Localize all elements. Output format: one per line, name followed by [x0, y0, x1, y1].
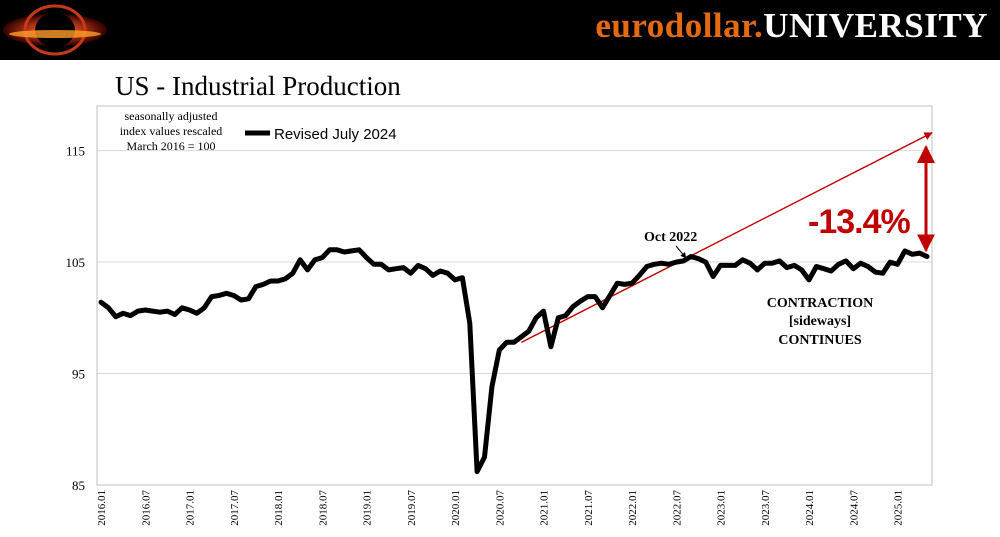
x-tick-label: 2024.07: [848, 490, 860, 526]
brand-part2: UNIVERSITY: [763, 6, 988, 45]
chart-subtitle: seasonally adjusted index values rescale…: [106, 109, 236, 154]
brand-part1: eurodollar.: [595, 6, 764, 45]
peak-annotation-arrow: [675, 245, 687, 259]
x-tick-label: 2024.01: [804, 490, 816, 526]
eurodollar-logo-icon: [3, 4, 107, 56]
plot-frame: [96, 105, 933, 486]
x-tick-label: 2017.07: [229, 490, 241, 526]
y-tick-label: 105: [66, 255, 86, 270]
y-tick-label: 95: [72, 367, 85, 382]
x-tick-label: 2022.01: [627, 490, 639, 526]
contraction-line-2: [sideways]: [789, 314, 851, 329]
x-tick-label: 2017.01: [185, 490, 197, 526]
x-tick-label: 2021.07: [583, 490, 595, 526]
x-tick-label: 2018.07: [317, 490, 329, 526]
y-tick-label: 85: [72, 478, 85, 493]
contraction-line-1: CONTRACTION: [767, 296, 874, 311]
header-banner: eurodollar.UNIVERSITY: [0, 0, 1000, 60]
x-tick-label: 2023.07: [760, 490, 772, 526]
x-tick-label: 2021.01: [539, 490, 551, 526]
x-tick-label: 2016.07: [140, 490, 152, 526]
x-tick-label: 2020.01: [450, 490, 462, 526]
subtitle-line-3: March 2016 = 100: [126, 139, 216, 153]
legend-label: Revised July 2024: [274, 126, 397, 143]
contraction-line-3: CONTINUES: [778, 333, 861, 348]
percent-change-label: -13.4%: [808, 203, 910, 241]
series-line-revised-july-2024: [98, 247, 930, 475]
peak-annotation-label: Oct 2022: [644, 230, 697, 245]
y-tick-label: 115: [66, 144, 85, 159]
brand-title: eurodollar.UNIVERSITY: [595, 6, 988, 46]
subtitle-line-1: seasonally adjusted: [124, 109, 218, 123]
x-tick-label: 2025.01: [893, 490, 905, 526]
x-tick-label: 2018.01: [273, 490, 285, 526]
x-tick-label: 2019.07: [406, 490, 418, 526]
x-tick-label: 2022.07: [671, 490, 683, 526]
subtitle-line-2: index values rescaled: [119, 124, 223, 138]
x-tick-label: 2016.01: [96, 490, 108, 526]
trend-line: [521, 132, 933, 343]
chart-title: US - Industrial Production: [115, 71, 401, 101]
x-tick-label: 2020.07: [494, 490, 506, 526]
x-tick-label: 2019.01: [362, 490, 374, 526]
x-tick-label: 2023.01: [716, 490, 728, 526]
